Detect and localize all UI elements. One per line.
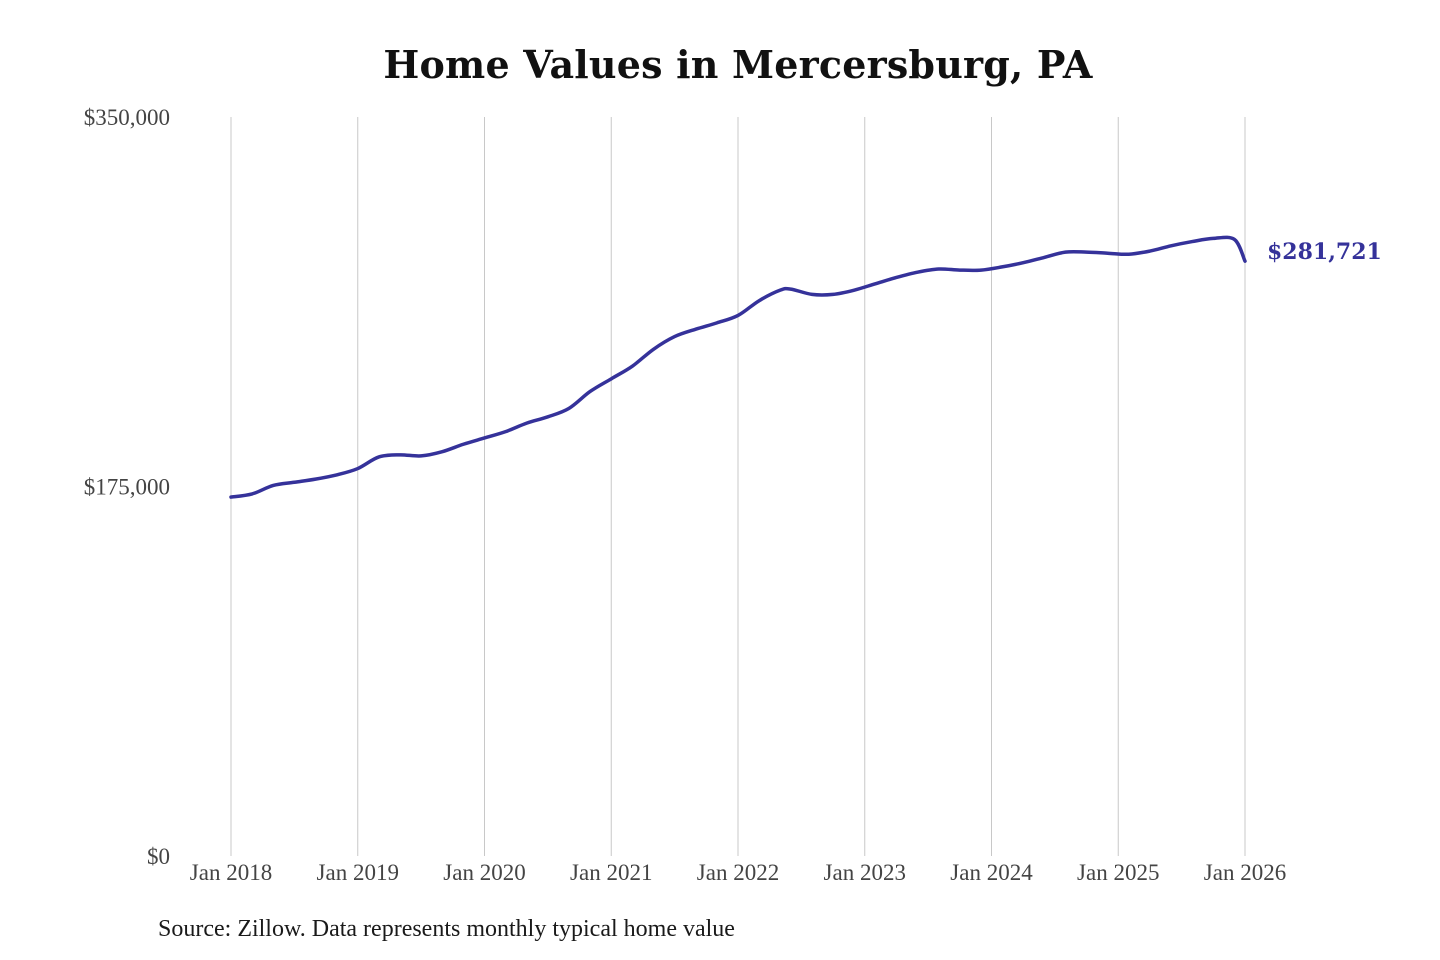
x-tick-label: Jan 2025 — [1077, 860, 1159, 885]
x-tick-label: Jan 2019 — [317, 860, 399, 885]
series-line-home-value — [229, 235, 1247, 499]
x-tick-label: Jan 2022 — [697, 860, 779, 885]
y-tick-label: $175,000 — [84, 475, 170, 500]
end-value-label: $281,721 — [1267, 239, 1382, 265]
x-tick-label: Jan 2023 — [824, 860, 906, 885]
x-tick-label: Jan 2026 — [1204, 860, 1286, 885]
chart-title: Home Values in Mercersburg, PA — [383, 42, 1093, 87]
y-tick-label: $0 — [147, 844, 170, 869]
x-tick-label: Jan 2024 — [950, 860, 1033, 885]
y-tick-label: $350,000 — [84, 105, 170, 130]
x-tick-label: Jan 2020 — [443, 860, 525, 885]
x-tick-label: Jan 2018 — [190, 860, 272, 885]
x-tick-label: Jan 2021 — [570, 860, 652, 885]
source-note: Source: Zillow. Data represents monthly … — [158, 916, 735, 942]
